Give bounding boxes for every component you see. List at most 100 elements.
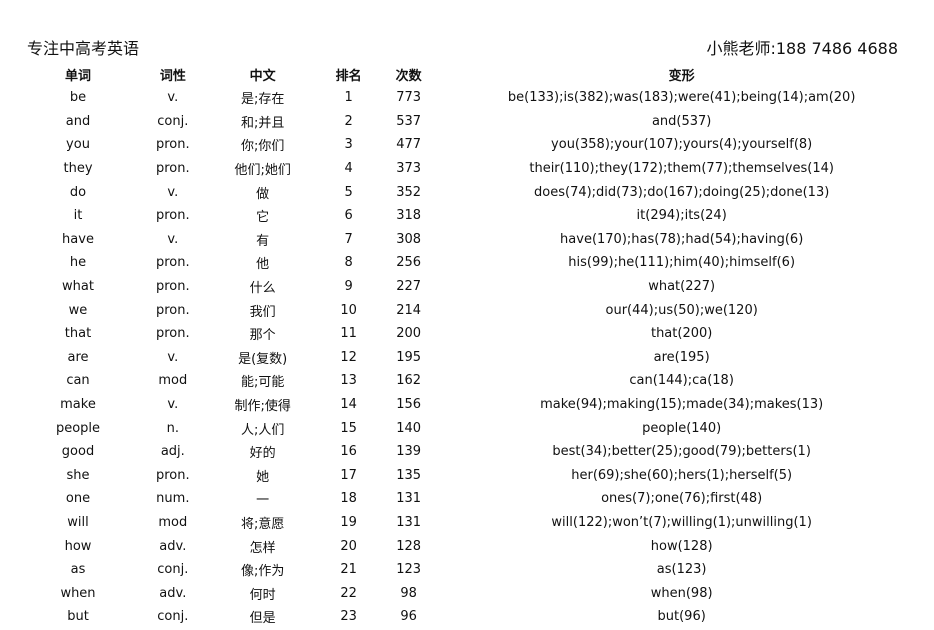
cell-rank: 10 [340,302,357,318]
column-header-word: 单词 [64,68,91,84]
cell-part-of-speech: v. [167,349,179,365]
cell-word: make [60,397,96,413]
cell-word: can [66,373,90,389]
cell-count: 156 [396,397,422,413]
cell-word: we [68,302,88,318]
cell-forms: people(140) [642,420,722,436]
cell-forms: have(170);has(78);had(54);having(6) [560,231,804,247]
header-subject: 专注中高考英语 [27,39,140,58]
cell-part-of-speech: conj. [157,113,189,129]
cell-part-of-speech: pron. [156,326,190,342]
cell-chinese: 他 [256,257,270,273]
cell-count: 373 [396,161,422,177]
table-row: he pron. 他 8 256 his(99);he(111);him(40);hims… [0,251,908,275]
cell-chinese: 是(复数) [238,351,288,367]
cell-count: 131 [396,514,422,530]
cell-rank: 11 [340,326,357,342]
cell-forms: our(44);us(50);we(120) [605,302,758,318]
cell-word: will [67,514,89,530]
cell-forms: ones(7);one(76);first(48) [601,491,763,507]
cell-forms: and(537) [651,113,712,129]
cell-word: what [62,279,94,295]
cell-word: you [66,137,90,153]
table-row: and conj. 和;并且 2 537 and(537) [0,110,908,134]
table-row: you pron. 你;你们 3 477 you(358);your(107);yours… [0,133,908,157]
cell-part-of-speech: pron. [156,467,190,483]
cell-count: 227 [396,279,422,295]
cell-rank: 6 [344,208,353,224]
cell-rank: 19 [340,514,357,530]
cell-rank: 5 [344,184,353,200]
cell-rank: 12 [340,349,357,365]
cell-forms: are(195) [653,349,710,365]
header-contact: 小熊老师:188 7486 4688 [706,39,898,58]
cell-rank: 18 [340,491,357,507]
cell-chinese: 做 [256,186,270,202]
cell-chinese: 有 [256,233,270,249]
cell-part-of-speech: pron. [156,208,190,224]
cell-rank: 21 [340,562,357,578]
cell-chinese: 一 [256,493,270,509]
cell-rank: 17 [340,467,357,483]
table-row: what pron. 什么 9 227 what(227) [0,275,908,299]
cell-count: 96 [400,609,417,625]
cell-chinese: 制作;使得 [234,399,291,415]
cell-forms: what(227) [648,279,716,295]
cell-rank: 23 [340,609,357,625]
table-row: people n. 人;人们 15 140 people(140) [0,416,908,440]
cell-count: 162 [396,373,422,389]
cell-count: 123 [396,562,422,578]
cell-chinese: 和;并且 [240,115,285,131]
cell-word: but [67,609,89,625]
cell-part-of-speech: pron. [156,161,190,177]
cell-count: 352 [396,184,422,200]
table-row: are v. 是(复数) 12 195 are(195) [0,346,908,370]
cell-word: it [73,208,83,224]
column-header-chinese: 中文 [249,68,276,84]
cell-chinese: 像;作为 [240,564,285,580]
cell-chinese: 她 [256,469,270,485]
cell-chinese: 什么 [249,281,276,297]
cell-rank: 16 [340,444,357,460]
cell-rank: 8 [344,255,353,271]
cell-forms: when(98) [650,585,713,601]
cell-word: he [69,255,87,271]
cell-part-of-speech: conj. [157,609,189,625]
cell-count: 200 [396,326,422,342]
cell-count: 537 [396,113,422,129]
cell-forms: be(133);is(382);was(183);were(41);being(… [507,90,856,106]
cell-rank: 9 [344,279,353,295]
cell-word: people [55,420,101,436]
table-row: we pron. 我们 10 214 our(44);us(50);we(120) [0,298,908,322]
cell-rank: 22 [340,585,357,601]
cell-word: and [65,113,91,129]
table-row: make v. 制作;使得 14 156 make(94);making(15);made… [0,393,908,417]
cell-rank: 7 [344,231,353,247]
table-row: do v. 做 5 352 does(74);did(73);do(167);doing(… [0,180,908,204]
cell-forms: that(200) [650,326,713,342]
table-row: when adv. 何时 22 98 when(98) [0,581,908,605]
cell-chinese: 怎样 [249,540,276,556]
table-row: how adv. 怎样 20 128 how(128) [0,534,908,558]
cell-rank: 14 [340,397,357,413]
column-header-rank: 排名 [335,68,362,84]
cell-rank: 20 [340,538,357,554]
cell-word: how [64,538,92,554]
cell-rank: 15 [340,420,357,436]
column-header-part-of-speech: 词性 [159,68,186,84]
table-row: be v. 是;存在 1 773 be(133);is(382);was(183);wer… [0,86,908,110]
cell-word: be [69,90,87,106]
cell-count: 135 [396,467,422,483]
table-row: will mod 将;意愿 19 131 will(122);won’t(7);willi… [0,511,908,535]
cell-count: 131 [396,491,422,507]
cell-forms: how(128) [650,538,713,554]
cell-forms: as(123) [656,562,707,578]
cell-part-of-speech: adv. [159,538,187,554]
cell-forms: can(144);ca(18) [629,373,734,389]
cell-count: 477 [396,137,422,153]
table-row: one num. 一 18 131 ones(7);one(76);first(48) [0,487,908,511]
cell-part-of-speech: pron. [156,255,190,271]
cell-rank: 3 [344,137,353,153]
cell-part-of-speech: v. [167,184,179,200]
cell-count: 308 [396,231,422,247]
